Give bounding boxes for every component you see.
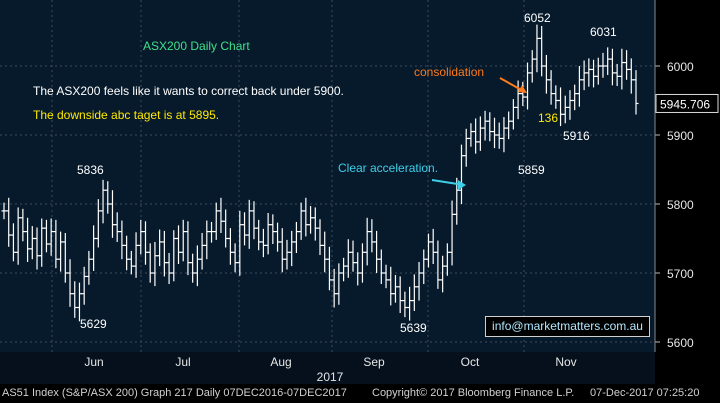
x-year-label: 2017 xyxy=(317,370,344,384)
x-axis-band xyxy=(0,352,655,384)
x-tick-label: Sep xyxy=(363,355,385,369)
footer-bar: AS51 Index (S&P/ASX 200) Graph 217 Daily… xyxy=(0,384,720,403)
y-axis-band xyxy=(655,0,720,384)
low-5629-label: 5629 xyxy=(80,317,107,331)
level-5916-label: 5916 xyxy=(563,129,590,143)
x-tick-label: Jul xyxy=(175,355,190,369)
consolidation-arrowhead xyxy=(518,85,527,93)
level-5836-label: 5836 xyxy=(77,163,104,177)
footer-timestamp: 07-Dec-2017 07:25:20 xyxy=(590,387,700,399)
x-tick-label: Nov xyxy=(555,355,576,369)
last-price-label: 5945.706 xyxy=(660,97,710,111)
y-tick-label: 5800 xyxy=(667,198,694,212)
commentary-line-2: The downside abc taget is at 5895. xyxy=(33,108,219,122)
x-tick-label: Jun xyxy=(84,355,103,369)
y-tick-label: 5700 xyxy=(667,267,694,281)
y-tick-label: 5600 xyxy=(667,336,694,350)
y-tick-label: 5900 xyxy=(667,129,694,143)
chart-title: ASX200 Daily Chart xyxy=(143,39,250,53)
footer-copyright: Copyright© 2017 Bloomberg Finance L.P. xyxy=(372,387,575,399)
last-price-box xyxy=(655,93,719,113)
contact-email: info@marketmatters.com.au xyxy=(485,316,650,337)
x-tick-label: Oct xyxy=(461,355,480,369)
peak-6052-label: 6052 xyxy=(524,11,551,25)
price-chart: 5600 5700 5800 5900 6000 Jun Jul Aug Sep Oct Nov 20… xyxy=(0,0,720,384)
consolidation-label: consolidation xyxy=(414,65,484,79)
peak-6031-label: 6031 xyxy=(590,25,617,39)
x-tick-label: Aug xyxy=(270,355,291,369)
range-136-label: 136 xyxy=(538,111,558,125)
commentary-line-1: The ASX200 feels like it wants to correc… xyxy=(33,84,344,98)
level-5859-label: 5859 xyxy=(518,163,545,177)
y-tick-label: 6000 xyxy=(667,60,694,74)
low-5639-label: 5639 xyxy=(400,321,427,335)
footer-graph-info: AS51 Index (S&P/ASX 200) Graph 217 Daily… xyxy=(2,387,347,399)
acceleration-label: Clear acceleration. xyxy=(338,161,438,175)
acceleration-arrowhead xyxy=(458,180,466,190)
